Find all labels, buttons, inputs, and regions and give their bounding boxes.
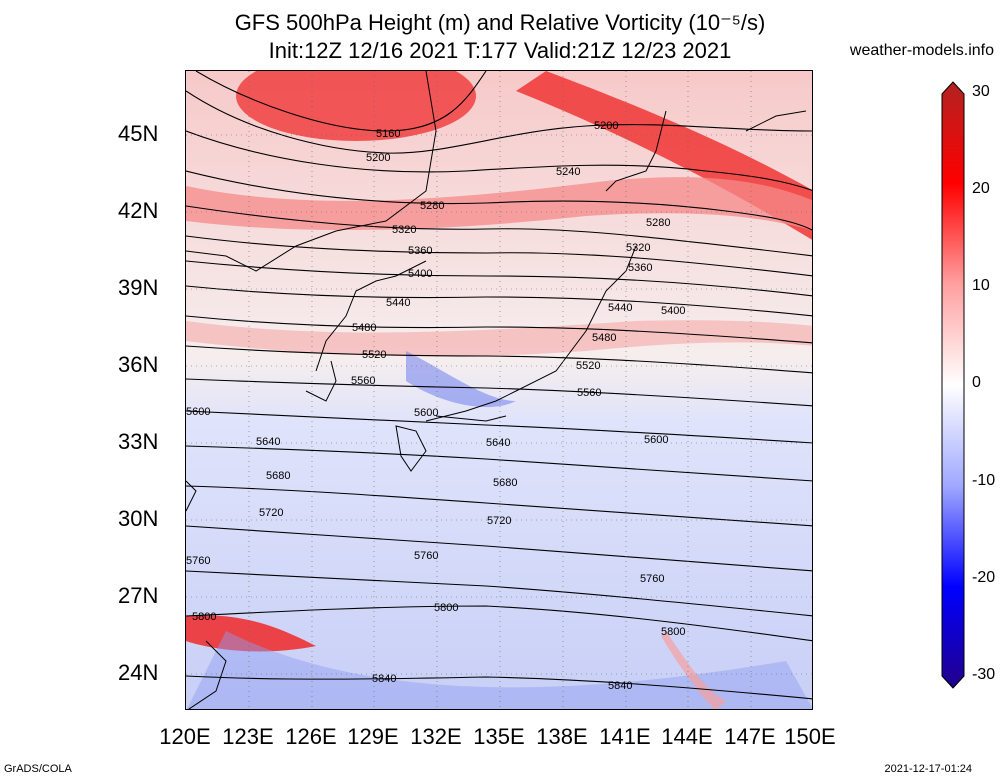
vorticity-min-central	[406, 351, 516, 408]
contour-label: 5400	[661, 305, 685, 317]
contour-label: 5440	[608, 302, 632, 314]
contour-label: 5480	[592, 332, 616, 344]
lon-tick-120e: 120E	[159, 724, 211, 749]
lon-tick-126e: 126E	[285, 724, 337, 749]
contour-label: 5760	[640, 573, 664, 585]
coastlines	[186, 71, 807, 709]
contour-label: 5680	[493, 477, 517, 489]
contour-label: 5360	[408, 245, 432, 257]
lon-tick-135e: 135E	[473, 724, 525, 749]
map-subtitle: Init:12Z 12/16 2021 T:177 Valid:21Z 12/2…	[268, 38, 732, 63]
contour-label: 5280	[420, 200, 444, 212]
contour-label: 5560	[351, 375, 375, 387]
colorbar-ramp	[941, 81, 965, 689]
colorbar	[941, 81, 965, 689]
lon-tick-150e: 150E	[784, 724, 836, 749]
contour-label: 5720	[487, 515, 511, 527]
lon-tick-138e: 138E	[536, 724, 588, 749]
lat-tick-45n: 45N	[118, 121, 159, 146]
contour-label: 5240	[556, 166, 580, 178]
software-credit: GrADS/COLA	[4, 763, 72, 775]
contour-label-group: 5160 5200 5200 5240 5280 5280 5320 5320 …	[186, 120, 685, 692]
colorbar-tick: 0	[972, 374, 981, 391]
contour-label: 5280	[646, 217, 670, 229]
contour-label: 5640	[256, 436, 280, 448]
contour-label: 5720	[259, 507, 283, 519]
vorticity-band-ne	[516, 71, 812, 240]
lat-tick-24n: 24N	[118, 660, 159, 685]
contour-label: 5400	[408, 268, 432, 280]
vorticity-max-south	[186, 615, 316, 652]
map-title: GFS 500hPa Height (m) and Relative Vorti…	[234, 10, 766, 35]
contour-label: 5200	[594, 120, 618, 132]
lon-tick-132e: 132E	[410, 724, 462, 749]
lat-tick-27n: 27N	[118, 583, 159, 608]
contour-label: 5440	[386, 297, 410, 309]
contour-label: 5800	[192, 611, 216, 623]
lat-tick-36n: 36N	[118, 352, 159, 377]
colorbar-tick: -10	[972, 472, 996, 489]
contour-label: 5320	[626, 242, 650, 254]
contour-label: 5600	[644, 434, 668, 446]
contour-label: 5600	[186, 406, 210, 418]
contour-label: 5520	[576, 360, 600, 372]
contour-label: 5520	[362, 349, 386, 361]
lat-tick-33n: 33N	[118, 429, 159, 454]
colorbar-tick: -20	[972, 569, 996, 586]
colorbar-tick: 20	[972, 180, 990, 197]
lon-tick-129e: 129E	[347, 724, 399, 749]
lat-tick-30n: 30N	[118, 506, 159, 531]
colorbar-tick: 30	[972, 83, 990, 100]
vorticity-map: 5160 5200 5200 5240 5280 5280 5320 5320 …	[186, 71, 812, 709]
contour-label: 5840	[608, 680, 632, 692]
timestamp: 2021-12-17-01:24	[884, 763, 972, 775]
contour-label: 5800	[434, 602, 458, 614]
contour-label: 5760	[414, 550, 438, 562]
contour-label: 5760	[186, 555, 210, 567]
contour-label: 5320	[392, 224, 416, 236]
lon-tick-123e: 123E	[222, 724, 274, 749]
contour-label: 5480	[352, 322, 376, 334]
contour-label: 5840	[372, 673, 396, 685]
colorbar-tick: 10	[972, 277, 990, 294]
colorbar-tick: -30	[972, 666, 996, 683]
vorticity-band-42n	[186, 177, 812, 231]
contour-label: 5360	[628, 262, 652, 274]
contour-label: 5800	[661, 626, 685, 638]
height-contours	[186, 71, 812, 700]
map-panel: 5160 5200 5200 5240 5280 5280 5320 5320 …	[185, 70, 813, 710]
lon-tick-147e: 147E	[724, 724, 776, 749]
graticule	[186, 71, 812, 709]
vorticity-max-north	[236, 71, 476, 141]
vorticity-min-south	[187, 631, 812, 709]
vorticity-band-37n	[186, 320, 812, 357]
contour-label: 5200	[366, 152, 390, 164]
contour-label: 5680	[266, 470, 290, 482]
contour-label: 5560	[577, 387, 601, 399]
contour-label: 5160	[376, 128, 400, 140]
lon-tick-144e: 144E	[661, 724, 713, 749]
lon-tick-141e: 141E	[599, 724, 651, 749]
contour-label: 5640	[486, 437, 510, 449]
lat-tick-39n: 39N	[118, 275, 159, 300]
site-label: weather-models.info	[849, 42, 994, 59]
lat-tick-42n: 42N	[118, 198, 159, 223]
contour-label: 5600	[414, 407, 438, 419]
